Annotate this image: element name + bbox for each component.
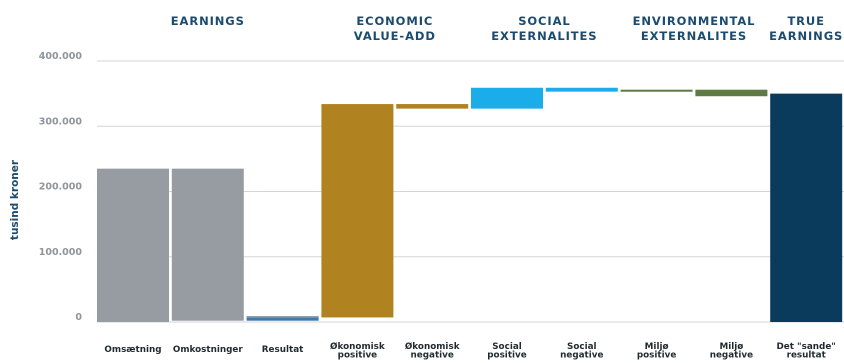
bar-4 (396, 104, 469, 109)
x-tick-label: Det "sande" (776, 342, 835, 352)
y-tick-label: 0 (75, 312, 82, 323)
bar-0 (97, 168, 169, 322)
bar-8 (695, 89, 768, 97)
group-title: ECONOMIC (356, 14, 433, 28)
group-title: ENVIRONMENTAL (633, 14, 756, 28)
bar-5 (471, 87, 543, 109)
bar-2 (246, 316, 319, 321)
group-title: EARNINGS (171, 14, 245, 28)
group-title: SOCIAL (518, 14, 570, 28)
y-tick-label: 100.000 (39, 247, 83, 258)
x-tick-label: Omkostninger (173, 345, 244, 355)
x-tick-label: Miljø (719, 342, 743, 352)
x-tick-label: Social (567, 342, 597, 352)
bars (97, 87, 843, 322)
x-tick-label: positive (487, 351, 527, 361)
x-tick-label: negative (411, 351, 454, 361)
x-tick-label: negative (560, 351, 603, 361)
x-tick-label: Social (492, 342, 522, 352)
bar-9 (770, 93, 843, 322)
x-tick-label: Miljø (645, 342, 669, 352)
bar-3 (321, 104, 394, 318)
x-tick-label: Økonomisk (330, 341, 386, 352)
x-tick-label: negative (710, 351, 753, 361)
bar-1 (171, 168, 244, 321)
y-axis-label: tusind kroner (9, 159, 21, 240)
bar-6 (545, 87, 618, 92)
group-title: VALUE-ADD (354, 29, 436, 43)
x-axis-labels: Omsætning Omkostninger Resultat Økonomiskpo… (104, 341, 835, 361)
y-axis-ticks: 0 100.000 200.000 300.000 400.000 (39, 51, 83, 323)
x-tick-label: Omsætning (104, 345, 161, 355)
bar-2-band-0 (246, 316, 319, 318)
y-tick-label: 400.000 (39, 51, 83, 62)
group-title: EXTERNALITES (491, 29, 597, 43)
group-title: TRUE (787, 14, 825, 28)
bar-7 (620, 89, 693, 92)
group-titles: EARNINGS ECONOMICVALUE-ADDSOCIALEXTERNALI… (171, 14, 843, 43)
x-tick-label: Økonomisk (405, 341, 461, 352)
y-tick-label: 200.000 (39, 182, 83, 193)
y-tick-label: 300.000 (39, 116, 83, 127)
x-tick-label: positive (338, 351, 378, 361)
x-tick-label: Resultat (262, 345, 304, 355)
group-title: EARNINGS (769, 29, 843, 43)
x-tick-label: positive (637, 351, 677, 361)
x-tick-label: resultat (787, 351, 826, 361)
group-title: EXTERNALITES (641, 29, 747, 43)
